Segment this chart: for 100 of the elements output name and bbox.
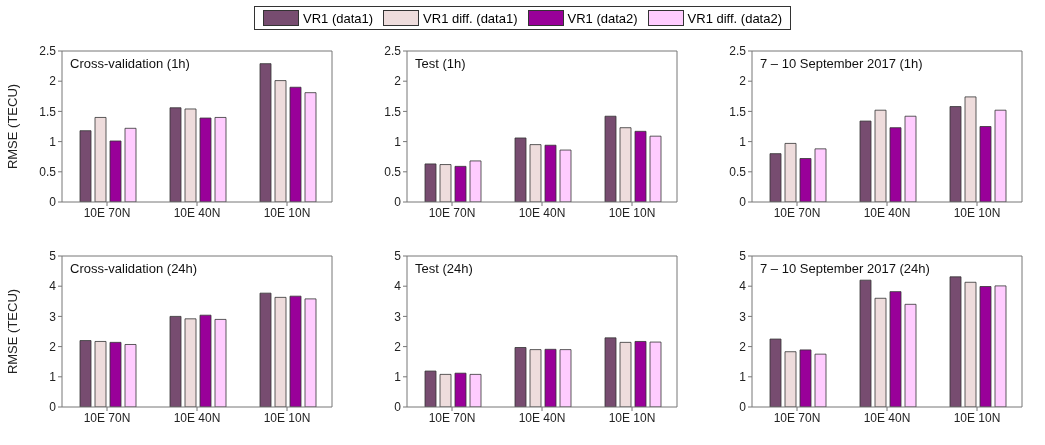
x-tick-label: 10E 40N [173, 205, 221, 220]
x-tick-label: 10E 10N [953, 410, 1001, 425]
y-tick-label: 2.5 [384, 44, 402, 59]
bar [904, 115, 917, 202]
y-tick-label: 0.5 [729, 165, 747, 180]
x-tick-label: 10E 40N [518, 205, 566, 220]
bar [964, 96, 977, 202]
legend-label: VR1 (data1) [302, 10, 374, 26]
bar [214, 117, 227, 202]
y-tick-label: 1.5 [384, 104, 402, 119]
bar [184, 108, 197, 202]
chart-title: Test (24h) [415, 261, 473, 276]
bar [994, 285, 1007, 407]
y-axis-title: RMSE (TECU) [4, 288, 20, 375]
bar [814, 148, 827, 202]
bar [424, 370, 437, 407]
x-tick-label: 10E 40N [863, 205, 911, 220]
bar [274, 296, 287, 407]
bar [994, 109, 1007, 202]
y-tick-label: 5 [49, 249, 57, 264]
y-tick-label: 2 [739, 74, 747, 89]
bar [529, 144, 542, 202]
y-tick-label: 1.5 [39, 104, 57, 119]
y-tick-label: 5 [739, 249, 747, 264]
bar [469, 160, 482, 202]
bar [454, 165, 467, 202]
bar [634, 130, 647, 202]
y-tick-label: 4 [739, 279, 747, 294]
chart-title: 7 – 10 September 2017 (1h) [760, 56, 923, 71]
y-tick-label: 2 [49, 339, 57, 354]
bar [769, 338, 782, 407]
bar [199, 117, 212, 202]
legend-label: VR1 (data2) [567, 10, 638, 26]
y-tick-label: 0.5 [39, 165, 57, 180]
bar [544, 348, 557, 407]
bar [439, 373, 452, 407]
bar [559, 149, 572, 202]
y-tick-label: 2.5 [39, 44, 57, 59]
bar [814, 353, 827, 407]
bar [799, 158, 812, 202]
x-tick-label: 10E 70N [428, 205, 476, 220]
x-tick-label: 10E 70N [773, 205, 821, 220]
bar [169, 107, 182, 202]
y-tick-label: 0 [49, 400, 57, 415]
bar [604, 115, 617, 202]
bar [874, 297, 887, 407]
y-tick-label: 1 [739, 370, 747, 385]
x-tick-label: 10E 70N [773, 410, 821, 425]
bar [649, 135, 662, 202]
x-tick-label: 10E 10N [263, 410, 311, 425]
bar [514, 347, 527, 407]
bar [109, 140, 122, 202]
x-tick-label: 10E 40N [173, 410, 221, 425]
bar [889, 291, 902, 407]
bar [979, 126, 992, 202]
bar [289, 86, 302, 202]
chart-title: Cross-validation (24h) [70, 261, 198, 276]
y-tick-label: 0 [739, 400, 747, 415]
bar [979, 286, 992, 407]
bar [799, 349, 812, 407]
bar [904, 303, 917, 407]
bar [784, 143, 797, 202]
y-tick-label: 2 [49, 74, 57, 89]
x-tick-label: 10E 10N [608, 410, 656, 425]
bar [859, 120, 872, 202]
bar [289, 295, 302, 407]
bar [559, 349, 572, 407]
y-tick-label: 3 [739, 309, 747, 324]
bar [949, 276, 962, 407]
bar [784, 351, 797, 407]
bar [874, 109, 887, 202]
bar [169, 316, 182, 407]
y-tick-label: 2 [739, 339, 747, 354]
y-tick-label: 4 [394, 279, 402, 294]
bar [259, 292, 272, 407]
chart-title: 7 – 10 September 2017 (24h) [760, 261, 930, 276]
bar [259, 63, 272, 202]
bar [454, 372, 467, 407]
y-tick-label: 2.5 [729, 44, 747, 59]
bar [469, 373, 482, 407]
x-tick-label: 10E 10N [263, 205, 311, 220]
y-tick-label: 1 [739, 134, 747, 149]
bar [124, 344, 137, 407]
y-tick-label: 1 [49, 134, 57, 149]
bar [124, 127, 137, 202]
chart-title: Cross-validation (1h) [70, 56, 190, 71]
bar [889, 127, 902, 202]
bar [544, 144, 557, 202]
y-tick-label: 1.5 [729, 104, 747, 119]
bar [424, 163, 437, 202]
bar [79, 340, 92, 407]
bar [199, 314, 212, 407]
bar [439, 164, 452, 202]
x-tick-label: 10E 40N [518, 410, 566, 425]
bar [619, 127, 632, 202]
y-tick-label: 2 [394, 339, 402, 354]
bar [94, 117, 107, 202]
bar [619, 341, 632, 407]
y-axis-title: RMSE (TECU) [4, 83, 20, 170]
x-tick-label: 10E 70N [83, 205, 131, 220]
